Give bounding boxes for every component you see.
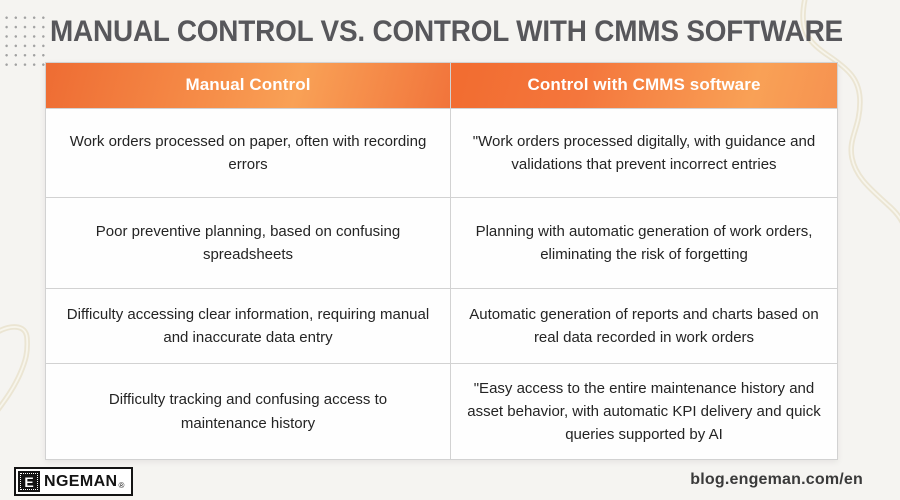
manual-cell-4: Difficulty tracking and confusing access… xyxy=(46,364,451,459)
manual-cell-3: Difficulty accessing clear information, … xyxy=(46,289,451,363)
logo-initial: E xyxy=(24,473,34,490)
manual-cell-1: Work orders processed on paper, often wi… xyxy=(46,109,451,197)
table-header-row: Manual Control Control with CMMS softwar… xyxy=(46,63,837,108)
page-title: MANUAL CONTROL VS. CONTROL WITH CMMS SOF… xyxy=(50,15,843,48)
table-row: Poor preventive planning, based on confu… xyxy=(46,197,837,288)
table-row: Difficulty tracking and confusing access… xyxy=(46,363,837,459)
header-cmms-software: Control with CMMS software xyxy=(451,63,837,108)
header-manual-control: Manual Control xyxy=(46,63,451,108)
logo-wordmark: NGEMAN xyxy=(44,472,118,490)
registered-trademark-symbol: ® xyxy=(118,481,125,490)
table-row: Difficulty accessing clear information, … xyxy=(46,288,837,363)
cmms-cell-3: Automatic generation of reports and char… xyxy=(469,305,819,346)
table-row: Work orders processed on paper, often wi… xyxy=(46,108,837,197)
manual-cell-2: Poor preventive planning, based on confu… xyxy=(46,198,451,288)
blog-url: blog.engeman.com/en xyxy=(690,471,863,488)
engeman-logo-e-mark: E xyxy=(18,471,40,492)
cmms-cell-2: Planning with automatic generation of wo… xyxy=(475,222,813,263)
engeman-logo: E NGEMAN ® xyxy=(14,467,134,496)
dot-grid-decoration xyxy=(2,13,45,70)
curve-left-middle xyxy=(0,324,30,412)
cmms-cell-1: "Work orders processed digitally, with g… xyxy=(472,132,816,173)
cmms-cell-4: "Easy access to the entire maintenance h… xyxy=(467,379,821,444)
comparison-table: Manual Control Control with CMMS softwar… xyxy=(45,62,838,460)
